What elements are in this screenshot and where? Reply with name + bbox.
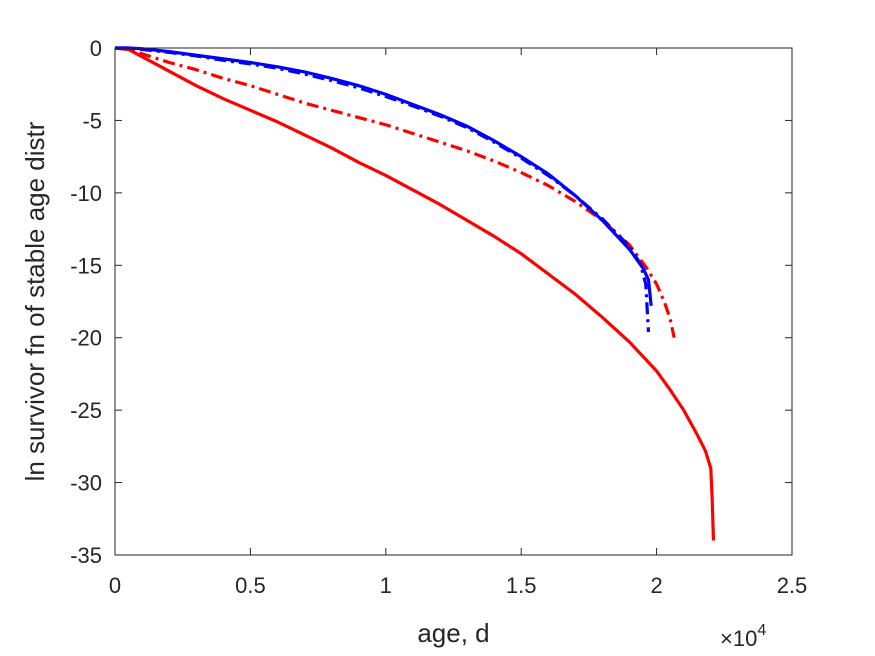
y-tick-label: 0: [90, 36, 102, 61]
y-tick-label: -10: [70, 181, 102, 206]
y-tick-label: -15: [70, 253, 102, 278]
y-axis-title: ln survivor fn of stable age distr: [20, 121, 50, 481]
tick-layer: 0 0.5 1 1.5 2 2.5 0 -5 -10 -15 -20 -25 -30 -35: [70, 36, 807, 598]
x-tick-label: 2.5: [777, 573, 808, 598]
x-exponent-label: ×104: [720, 622, 766, 651]
plot-area: [115, 48, 792, 555]
series-line-2: [114, 46, 676, 339]
y-tick-label: -20: [70, 326, 102, 351]
x-tick-label: 2: [650, 573, 662, 598]
y-tick-label: -25: [70, 398, 102, 423]
y-tick-label: -30: [70, 471, 102, 496]
series-layer: [114, 46, 716, 541]
x-tick-label: 1.5: [506, 573, 537, 598]
plot-frame: [114, 47, 793, 556]
x-exponent-base: ×10: [720, 626, 757, 651]
series-line-4: [115, 46, 651, 333]
x-tick-label: 1: [380, 573, 392, 598]
x-exponent-power: 4: [757, 622, 766, 639]
x-tick-label: 0.5: [235, 573, 266, 598]
series-line-1: [114, 46, 716, 541]
y-tick-label: -5: [82, 108, 102, 133]
x-tick-label: 0: [109, 573, 121, 598]
x-axis-title: age, d: [417, 618, 489, 648]
y-tick-label: -35: [70, 543, 102, 568]
